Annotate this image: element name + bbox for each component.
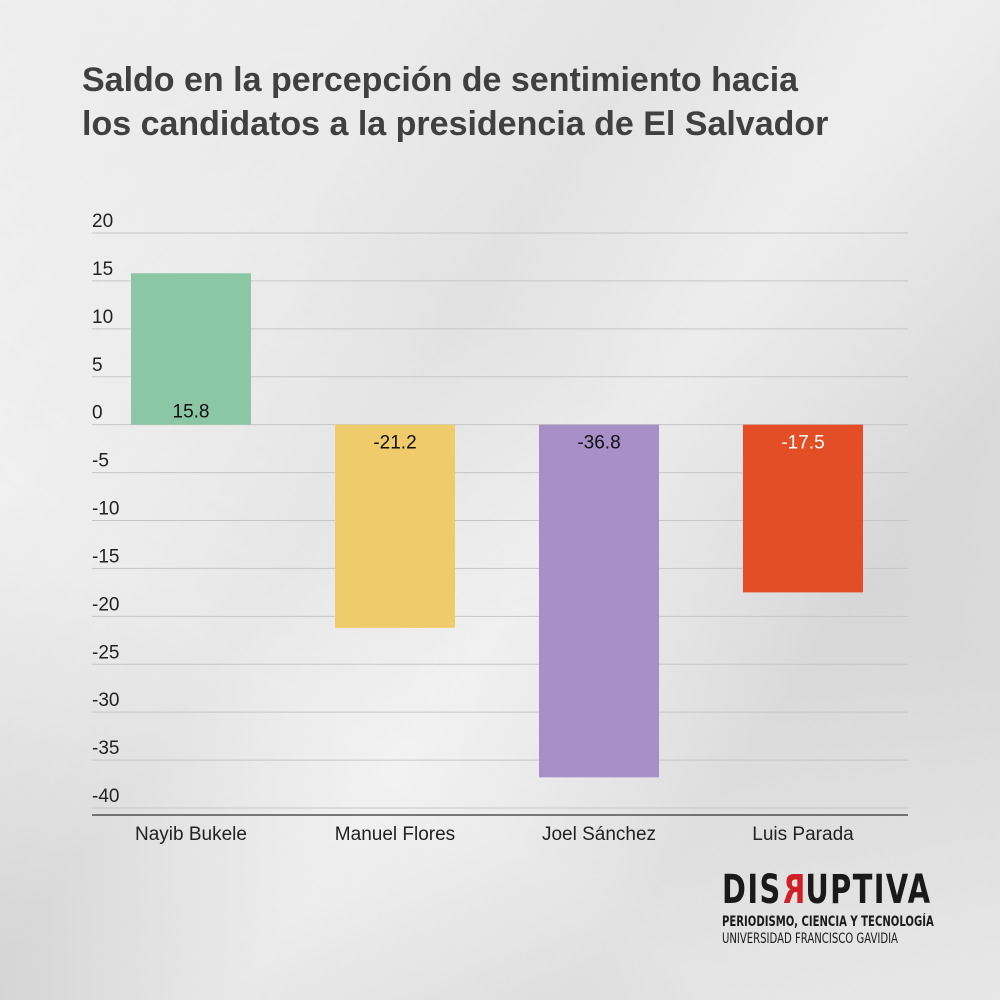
y-tick-label: -40 <box>92 786 119 807</box>
y-tick-label: -20 <box>92 594 119 615</box>
y-tick-label: 0 <box>92 403 103 424</box>
bar <box>743 424 863 593</box>
chart-title-line-2: los candidatos a la presidencia de El Sa… <box>82 105 829 143</box>
x-category-label: Manuel Flores <box>335 824 455 845</box>
y-tick-label: -15 <box>92 546 119 567</box>
y-tick-label: -10 <box>92 499 119 520</box>
logo-red-r: R <box>781 867 806 913</box>
y-tick-label: 15 <box>92 259 113 280</box>
logo-university: UNIVERSIDAD FRANCISCO GAVIDIA <box>722 931 898 947</box>
y-tick-label: -35 <box>92 738 119 759</box>
y-tick-label: 20 <box>92 211 113 232</box>
bar <box>335 424 455 628</box>
logo-wordmark: DISRUPTIVA <box>722 867 932 913</box>
y-tick-label: -25 <box>92 642 119 663</box>
bar-value-label: -21.2 <box>373 433 416 454</box>
y-tick-label: 10 <box>92 307 113 328</box>
logo-tagline: PERIODISMO, CIENCIA Y TECNOLOGÍA <box>722 914 934 930</box>
bar <box>539 424 659 778</box>
chart-title: Saldo en la percepción de sentimiento ha… <box>82 58 942 146</box>
bar-value-label: -17.5 <box>781 433 824 454</box>
x-category-label: Nayib Bukele <box>135 824 247 845</box>
y-tick-label: -5 <box>92 451 109 472</box>
bar-value-label: 15.8 <box>173 402 210 423</box>
chart-title-line-1: Saldo en la percepción de sentimiento ha… <box>82 61 799 99</box>
x-category-label: Luis Parada <box>752 824 854 845</box>
disruptiva-logo: DISRUPTIVA PERIODISMO, CIENCIA Y TECNOLO… <box>722 867 942 947</box>
y-tick-label: -30 <box>92 690 119 711</box>
bar <box>131 273 251 425</box>
y-tick-label: 5 <box>92 355 103 376</box>
bar-value-label: -36.8 <box>577 433 620 454</box>
x-category-label: Joel Sánchez <box>542 824 656 845</box>
